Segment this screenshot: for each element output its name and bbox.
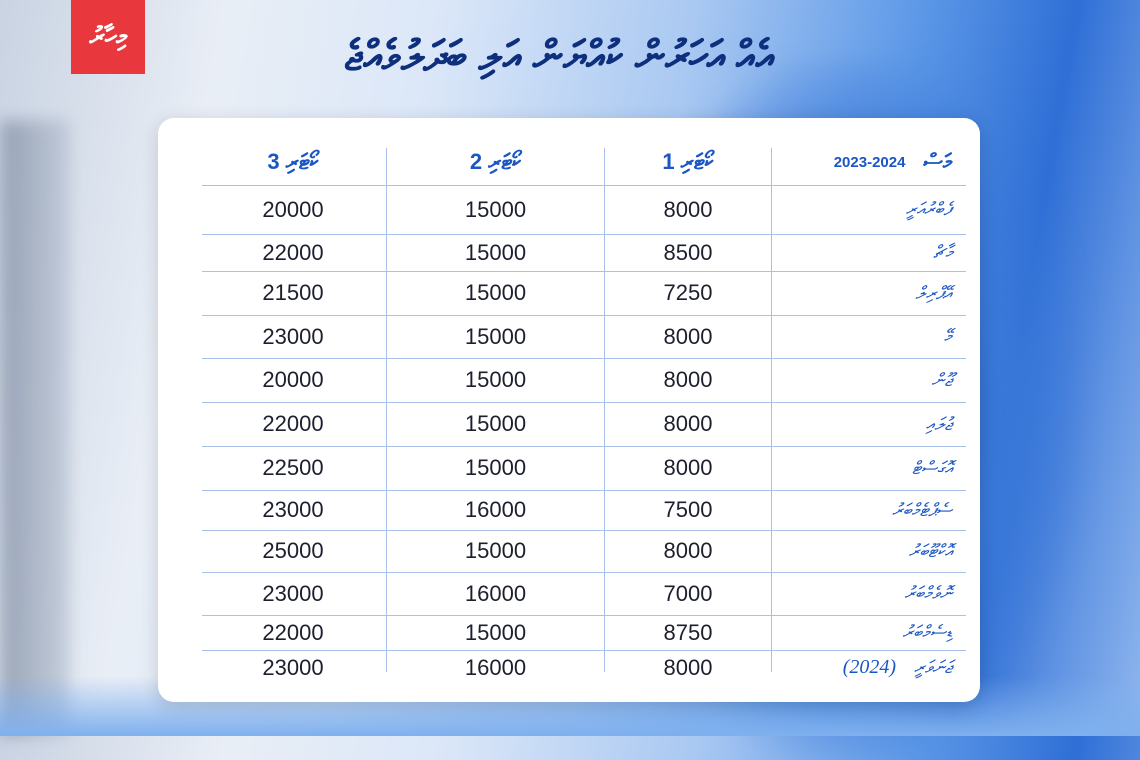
column-divider <box>771 148 772 672</box>
cell-q2: 15000 <box>464 538 527 563</box>
background-building-left <box>0 120 70 736</box>
cell-q3: 22000 <box>262 619 324 645</box>
month-name: މާޗް <box>933 242 952 262</box>
month-name: މޭ <box>943 326 952 346</box>
cell-q2: 16000 <box>464 580 527 606</box>
cell-q3: 25000 <box>262 538 324 563</box>
cell-q2: 15000 <box>464 323 527 349</box>
cell-month: ސެޕްޓެމްބަރު <box>772 490 966 530</box>
header-quarter-2: ކޯޓަރި 2 <box>469 149 522 174</box>
cell-month: އޮގަސްޓް <box>772 446 966 490</box>
column-divider <box>604 148 605 672</box>
row-divider <box>202 615 966 616</box>
month-name: ފެބްރުއަރީ <box>905 199 952 219</box>
cell-q1: 8000 <box>663 323 713 349</box>
cell-q1: 8500 <box>663 239 713 265</box>
cell-q3: 22000 <box>262 239 324 265</box>
rent-table: ކޯޓަރި 3 ކޯޓަރި 2 ކޯޓަރި 1 މަސް 2023-202… <box>158 118 980 702</box>
month-name: ސެޕްޓެމްބަރު <box>892 499 952 520</box>
month-name: ޖޫން <box>931 369 952 390</box>
cell-month: ޑިސެމްބަރު <box>772 615 966 650</box>
cell-q1: 8000 <box>663 654 713 680</box>
year-range: 2023-2024 <box>833 153 906 171</box>
cell-q1: 7000 <box>663 580 713 606</box>
month-name: އޭޕްރިލް <box>915 282 952 303</box>
cell-q3: 23000 <box>262 580 324 606</box>
cell-month: އޮކްޓޫބަރު <box>772 530 966 572</box>
row-divider <box>202 650 966 651</box>
row-divider <box>202 271 966 272</box>
row-divider <box>202 572 966 573</box>
cell-q1: 7250 <box>663 280 713 305</box>
cell-month: ޖޫން <box>772 358 966 402</box>
month-name: ޑިސެމްބަރު <box>902 622 952 642</box>
cell-q3: 22000 <box>262 411 324 436</box>
column-divider <box>386 148 387 672</box>
header-quarter-3: ކޯޓަރި 3 <box>267 149 319 174</box>
cell-q1: 8000 <box>663 411 713 436</box>
cell-q3: 23000 <box>262 323 324 349</box>
header-quarter-1: ކޯޓަރި 1 <box>662 149 714 174</box>
cell-month: މާޗް <box>772 234 966 271</box>
row-divider <box>202 446 966 447</box>
cell-q2: 15000 <box>464 619 527 645</box>
cell-q2: 16000 <box>464 497 527 522</box>
cell-q2: 15000 <box>464 367 527 392</box>
cell-q2: 15000 <box>464 239 527 265</box>
cell-month: ޖަނަވަރީ (2024) <box>772 650 966 685</box>
cell-q3: 20000 <box>262 367 324 392</box>
page-title: އެއް އަހަރުން ކުއްޔަން އަލި ބަދަލުވެއްޖެ <box>344 32 776 79</box>
cell-q1: 8000 <box>663 196 713 222</box>
cell-q2: 16000 <box>464 654 527 680</box>
header-month: މަސް 2023-2024 <box>772 140 966 184</box>
cell-q1: 7500 <box>663 497 713 522</box>
cell-q1: 8750 <box>663 619 713 645</box>
cell-q1: 8000 <box>663 538 713 563</box>
cell-q2: 15000 <box>464 455 527 480</box>
cell-month: ނޮވެމްބަރު <box>772 572 966 615</box>
brand-logo: މިހާރު <box>71 0 145 74</box>
cell-q1: 8000 <box>663 367 713 392</box>
cell-q2: 15000 <box>464 196 527 222</box>
month-year: (2024) <box>842 656 897 678</box>
row-divider <box>202 234 966 235</box>
cell-q1: 8000 <box>663 455 713 480</box>
month-name: އޮގަސްޓް <box>912 457 952 478</box>
cell-q3: 20000 <box>262 196 324 222</box>
month-name: އޮކްޓޫބަރު <box>908 540 952 561</box>
cell-q2: 15000 <box>464 411 527 436</box>
cell-q2: 15000 <box>464 280 527 305</box>
month-name: ޖުލައި <box>925 413 952 434</box>
cell-month: މޭ <box>772 315 966 358</box>
row-divider <box>202 530 966 531</box>
month-name: ނޮވެމްބަރު <box>904 583 952 603</box>
cell-q3: 23000 <box>262 654 324 680</box>
cell-month: ފެބްރުއަރީ <box>772 185 966 234</box>
cell-month: ޖުލައި <box>772 402 966 446</box>
row-divider <box>202 490 966 491</box>
month-name: ޖަނަވަރީ <box>914 657 952 677</box>
row-divider <box>202 185 966 186</box>
cell-q3: 23000 <box>262 497 324 522</box>
row-divider <box>202 358 966 359</box>
row-divider <box>202 315 966 316</box>
cell-month: އޭޕްރިލް <box>772 271 966 315</box>
cell-q3: 22500 <box>262 455 324 480</box>
row-divider <box>202 402 966 403</box>
month-header-label: މަސް <box>923 149 952 174</box>
cell-q3: 21500 <box>262 280 324 305</box>
